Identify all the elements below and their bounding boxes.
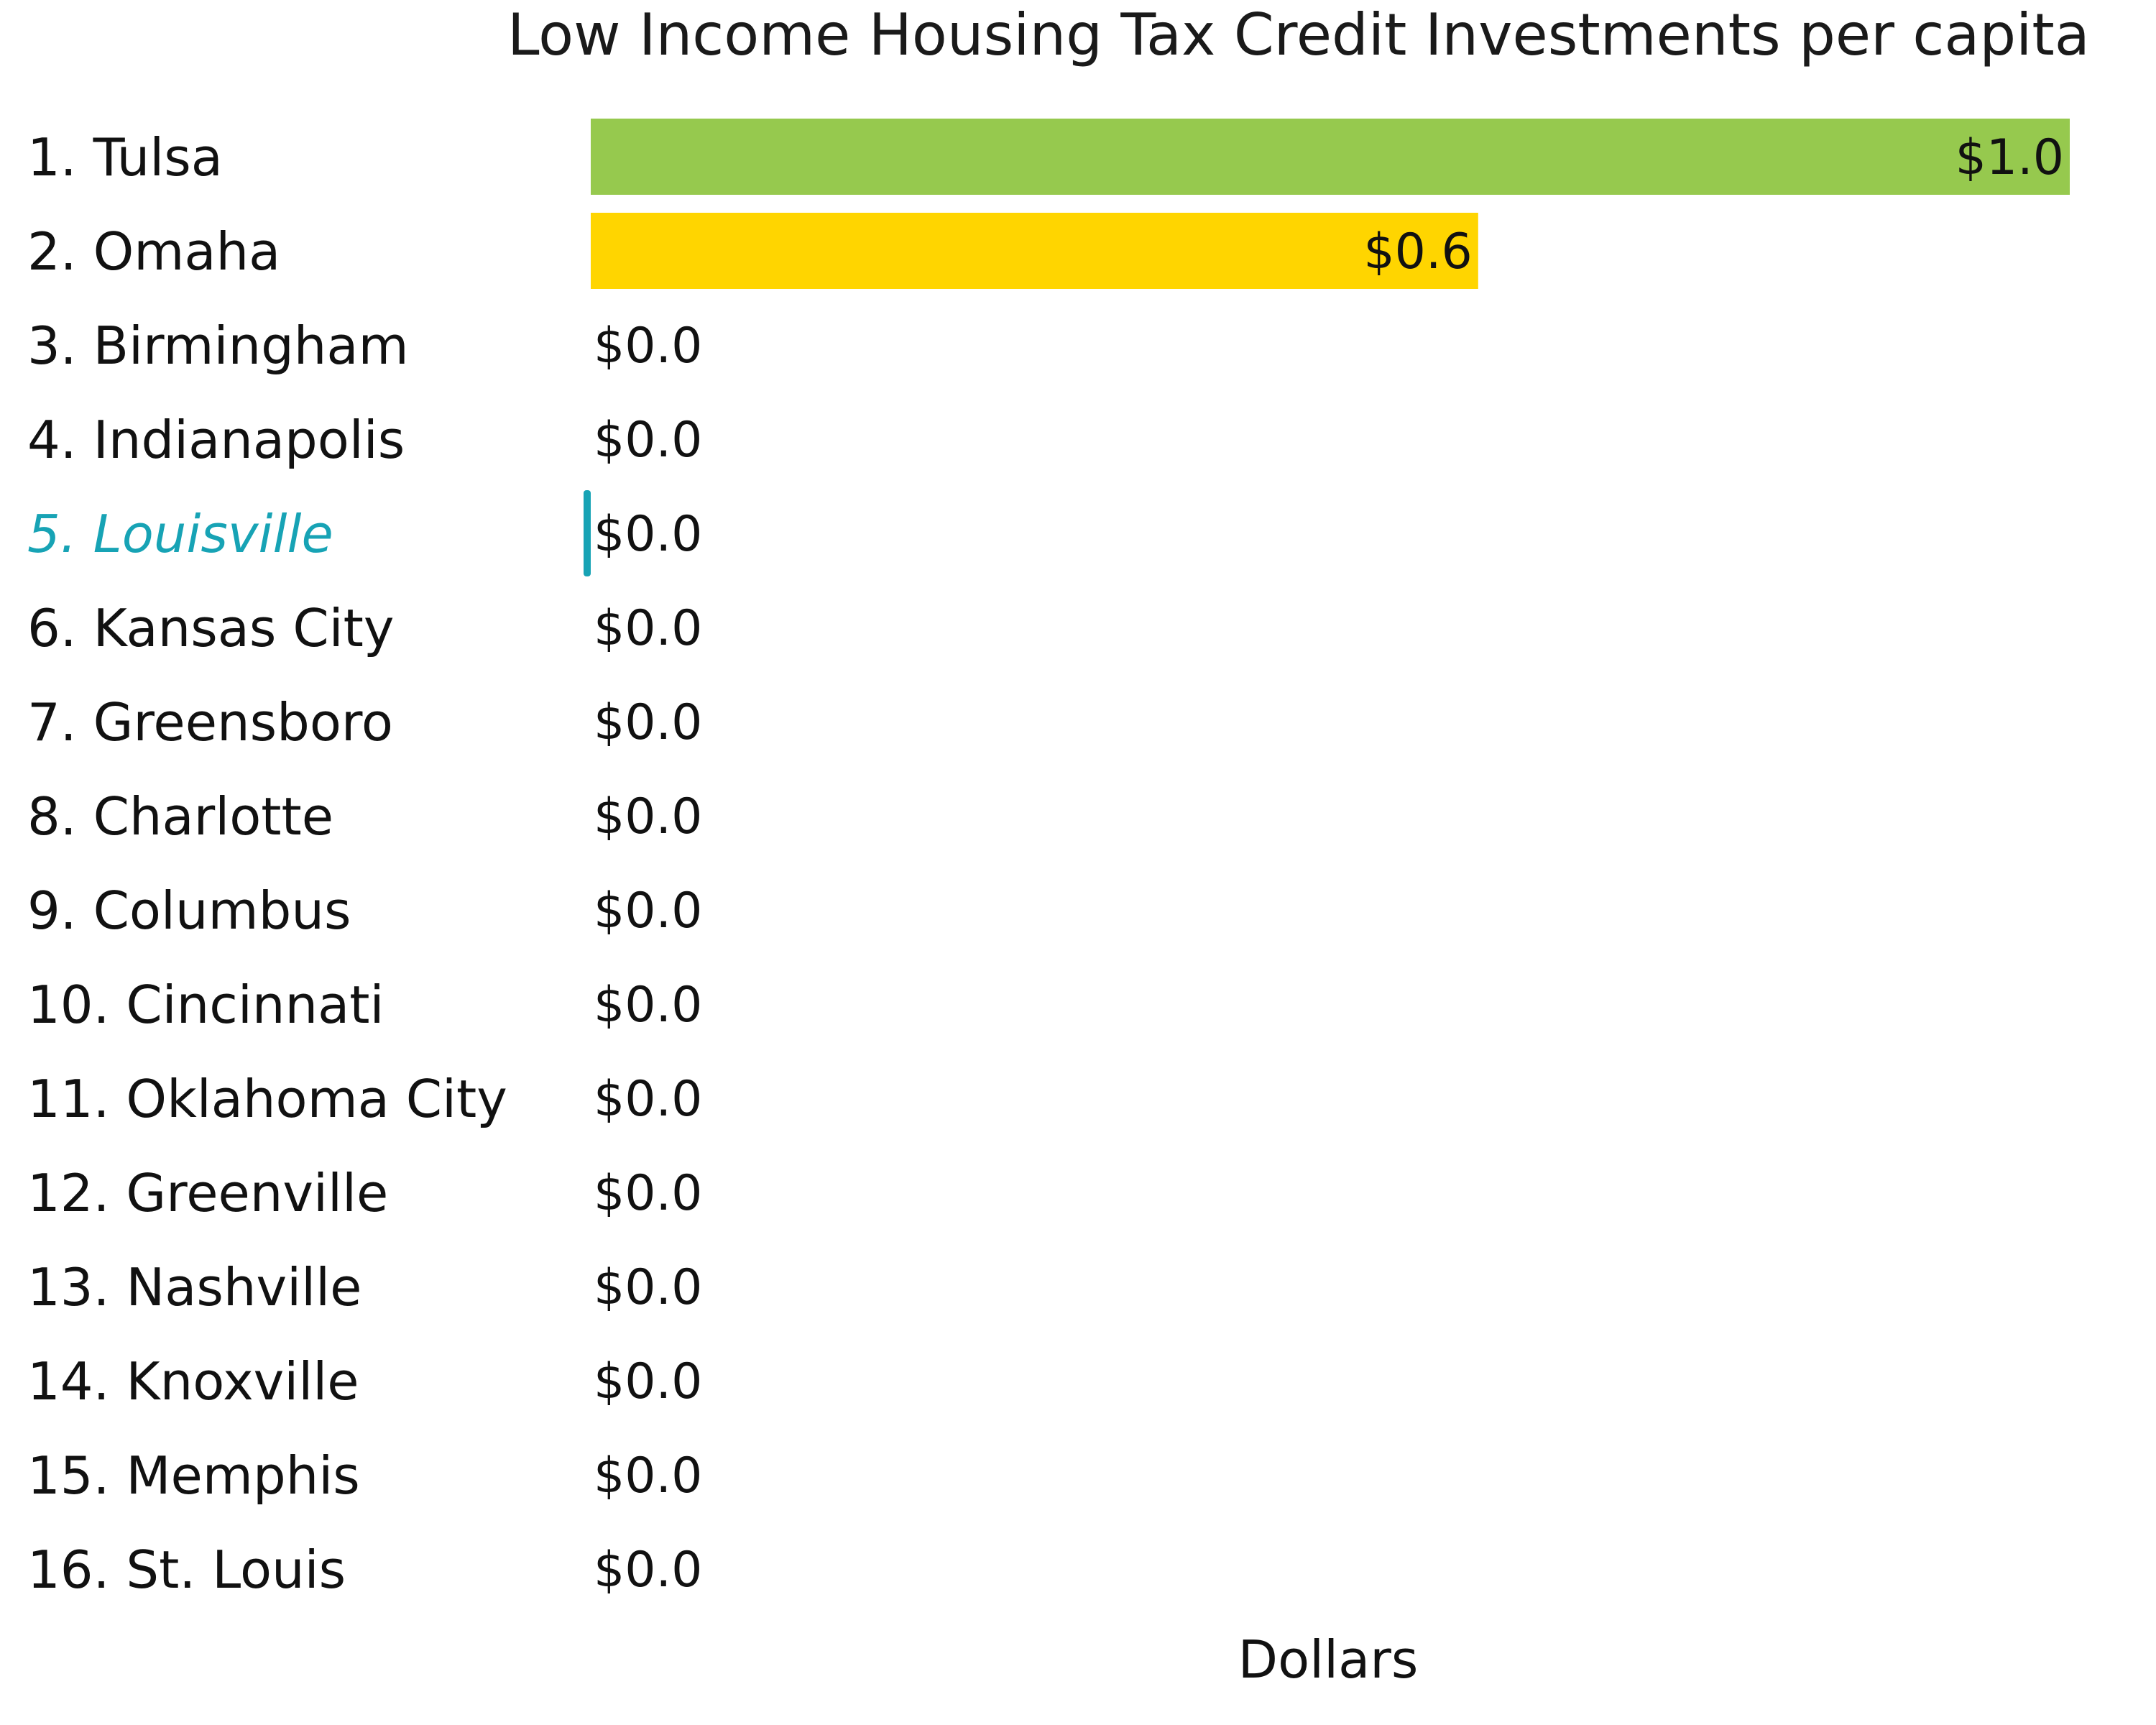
value-label-4-indianapolis: $0.0 bbox=[594, 412, 702, 469]
value-label-13-nashville: $0.0 bbox=[594, 1259, 702, 1316]
category-label-3-birmingham: 3. Birmingham bbox=[27, 316, 409, 376]
category-label-14-knoxville: 14. Knoxville bbox=[27, 1351, 359, 1412]
value-label-12-greenville: $0.0 bbox=[594, 1165, 702, 1222]
category-label-7-greensboro: 7. Greensboro bbox=[27, 692, 393, 753]
category-label-15-memphis: 15. Memphis bbox=[27, 1445, 360, 1506]
value-label-5-louisville: $0.0 bbox=[594, 506, 702, 563]
value-label-6-kansas-city: $0.0 bbox=[594, 600, 702, 657]
category-label-5-louisville: 5. Louisville bbox=[27, 504, 333, 564]
category-label-1-tulsa: 1. Tulsa bbox=[27, 127, 223, 188]
category-label-2-omaha: 2. Omaha bbox=[27, 221, 280, 282]
category-label-9-columbus: 9. Columbus bbox=[27, 880, 351, 941]
bar-2-omaha bbox=[591, 213, 1478, 289]
x-axis-label: Dollars bbox=[1238, 1629, 1419, 1690]
value-label-10-cincinnati: $0.0 bbox=[594, 977, 702, 1034]
value-label-1-tulsa: $1.0 bbox=[1955, 129, 2064, 186]
category-label-11-oklahoma-city: 11. Oklahoma City bbox=[27, 1069, 507, 1129]
category-labels: 1. Tulsa 2. Omaha 3. Birmingham 4. Indianap… bbox=[27, 127, 507, 1600]
category-label-10-cincinnati: 10. Cincinnati bbox=[27, 975, 384, 1035]
category-label-12-greenville: 12. Greenville bbox=[27, 1163, 388, 1223]
value-label-9-columbus: $0.0 bbox=[594, 883, 702, 939]
value-label-2-omaha: $0.6 bbox=[1363, 224, 1472, 280]
category-label-4-indianapolis: 4. Indianapolis bbox=[27, 410, 405, 470]
value-label-8-charlotte: $0.0 bbox=[594, 788, 702, 845]
value-label-7-greensboro: $0.0 bbox=[594, 694, 702, 751]
value-label-15-memphis: $0.0 bbox=[594, 1448, 702, 1504]
category-label-8-charlotte: 8. Charlotte bbox=[27, 786, 333, 847]
value-label-16-st-louis: $0.0 bbox=[594, 1542, 702, 1598]
category-label-16-st-louis: 16. St. Louis bbox=[27, 1540, 346, 1600]
category-label-13-nashville: 13. Nashville bbox=[27, 1257, 361, 1317]
bars-layer bbox=[584, 119, 2070, 576]
chart-title: Low Income Housing Tax Credit Investment… bbox=[507, 1, 2090, 68]
value-label-3-birmingham: $0.0 bbox=[594, 318, 702, 374]
value-labels: $1.0 $0.6 $0.0 $0.0 $0.0 $0.0 $0.0 $0.0 $0.0 $0.0… bbox=[594, 129, 2064, 1598]
highlight-marker-5-louisville bbox=[584, 490, 591, 576]
value-label-11-oklahoma-city: $0.0 bbox=[594, 1071, 702, 1128]
value-label-14-knoxville: $0.0 bbox=[594, 1353, 702, 1410]
category-label-6-kansas-city: 6. Kansas City bbox=[27, 598, 394, 658]
bar-1-tulsa bbox=[591, 119, 2070, 195]
